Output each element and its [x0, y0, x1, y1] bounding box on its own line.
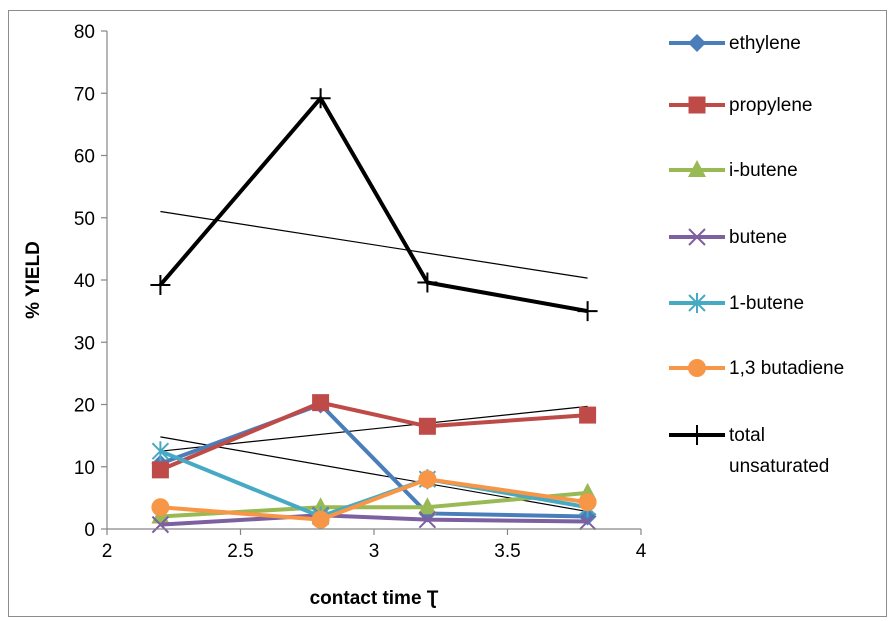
legend-label: ethylene: [729, 33, 801, 54]
data-point: [418, 417, 436, 435]
chart: 2 2.5 3 3.5 4 0 10 20 30 40 50 60 70 80 % YIELD cont…: [23, 22, 844, 609]
data-point: [151, 441, 170, 462]
y-tick-label: 0: [84, 520, 95, 541]
legend-item: ethylene: [669, 33, 801, 54]
data-point: [418, 470, 437, 489]
series-line: [158, 96, 588, 314]
series-1: [151, 394, 597, 479]
data-point: [312, 394, 330, 412]
x-axis-title-text: contact time: [310, 588, 427, 609]
y-tick-label: 40: [74, 271, 95, 292]
y-tick-label: 30: [74, 333, 95, 354]
x-tick-layer: 2 2.5 3 3.5 4: [102, 529, 647, 562]
legend-item: i-butene: [669, 160, 798, 181]
legend-label: unsaturated: [729, 456, 829, 477]
x-tick-label: 2: [102, 541, 113, 562]
legend-swatch-marker: [687, 425, 707, 445]
legend-item: propylene: [669, 95, 812, 116]
legend-item: 1,3 butadiene: [669, 358, 844, 379]
data-point: [578, 493, 597, 512]
legend-item: butene: [669, 227, 787, 248]
data-point: [579, 406, 597, 424]
y-tick-label: 80: [74, 22, 95, 43]
data-point: [151, 498, 170, 517]
data-point: [151, 515, 170, 534]
x-tick-label: 3.5: [494, 541, 520, 562]
legend-swatch-marker: [688, 34, 706, 52]
data-point: [417, 272, 438, 293]
trendline: [160, 210, 588, 279]
legend-label: propylene: [729, 95, 812, 116]
y-tick-label: 10: [74, 458, 95, 479]
legend-swatch-marker: [688, 228, 706, 246]
y-tick-label: 50: [74, 209, 95, 230]
x-tick-label: 4: [636, 541, 647, 562]
data-point: [310, 88, 331, 109]
data-point: [418, 510, 437, 529]
series-line: [159, 402, 588, 519]
legend-label: total: [729, 425, 765, 446]
data-point: [577, 301, 598, 322]
data-point: [151, 461, 169, 479]
legend-swatch-marker: [688, 160, 706, 177]
legend-swatch-marker: [688, 359, 706, 377]
series-line: [160, 513, 588, 527]
chart-frame: 2 2.5 3 3.5 4 0 10 20 30 40 50 60 70 80 % YIELD cont…: [8, 10, 887, 617]
legend-label: i-butene: [729, 160, 798, 181]
legend-swatch-marker: [688, 293, 706, 313]
trendline-layer: [160, 210, 588, 513]
legend: ethylene propylene i-butene butene 1-butene 1…: [669, 33, 844, 477]
series-layer: [150, 88, 598, 534]
legend-item: 1-butene: [669, 293, 804, 314]
x-axis-title: contact time Ʈ: [310, 588, 439, 609]
legend-label: 1,3 butadiene: [729, 358, 844, 379]
legend-item: total unsaturated: [669, 425, 829, 477]
x-tick-label: 2.5: [227, 541, 253, 562]
series-5: [151, 470, 597, 529]
data-point: [578, 512, 597, 531]
series-line: [160, 477, 588, 522]
legend-swatch-marker: [688, 96, 706, 114]
data-point: [418, 497, 437, 515]
legend-label: 1-butene: [729, 293, 804, 314]
x-axis-title-symbol: Ʈ: [427, 588, 439, 609]
y-axis-title: % YIELD: [23, 241, 44, 319]
legend-label: butene: [729, 227, 787, 248]
y-tick-label: 20: [74, 396, 95, 417]
y-tick-label: 70: [74, 84, 95, 105]
data-point: [311, 510, 330, 529]
data-point: [150, 274, 171, 295]
y-tick-layer: 0 10 20 30 40 50 60 70 80: [74, 22, 107, 541]
y-tick-label: 60: [74, 147, 95, 168]
trendline: [160, 405, 588, 452]
x-tick-label: 3: [369, 541, 380, 562]
series-line: [159, 400, 588, 472]
series-6: [150, 88, 598, 322]
